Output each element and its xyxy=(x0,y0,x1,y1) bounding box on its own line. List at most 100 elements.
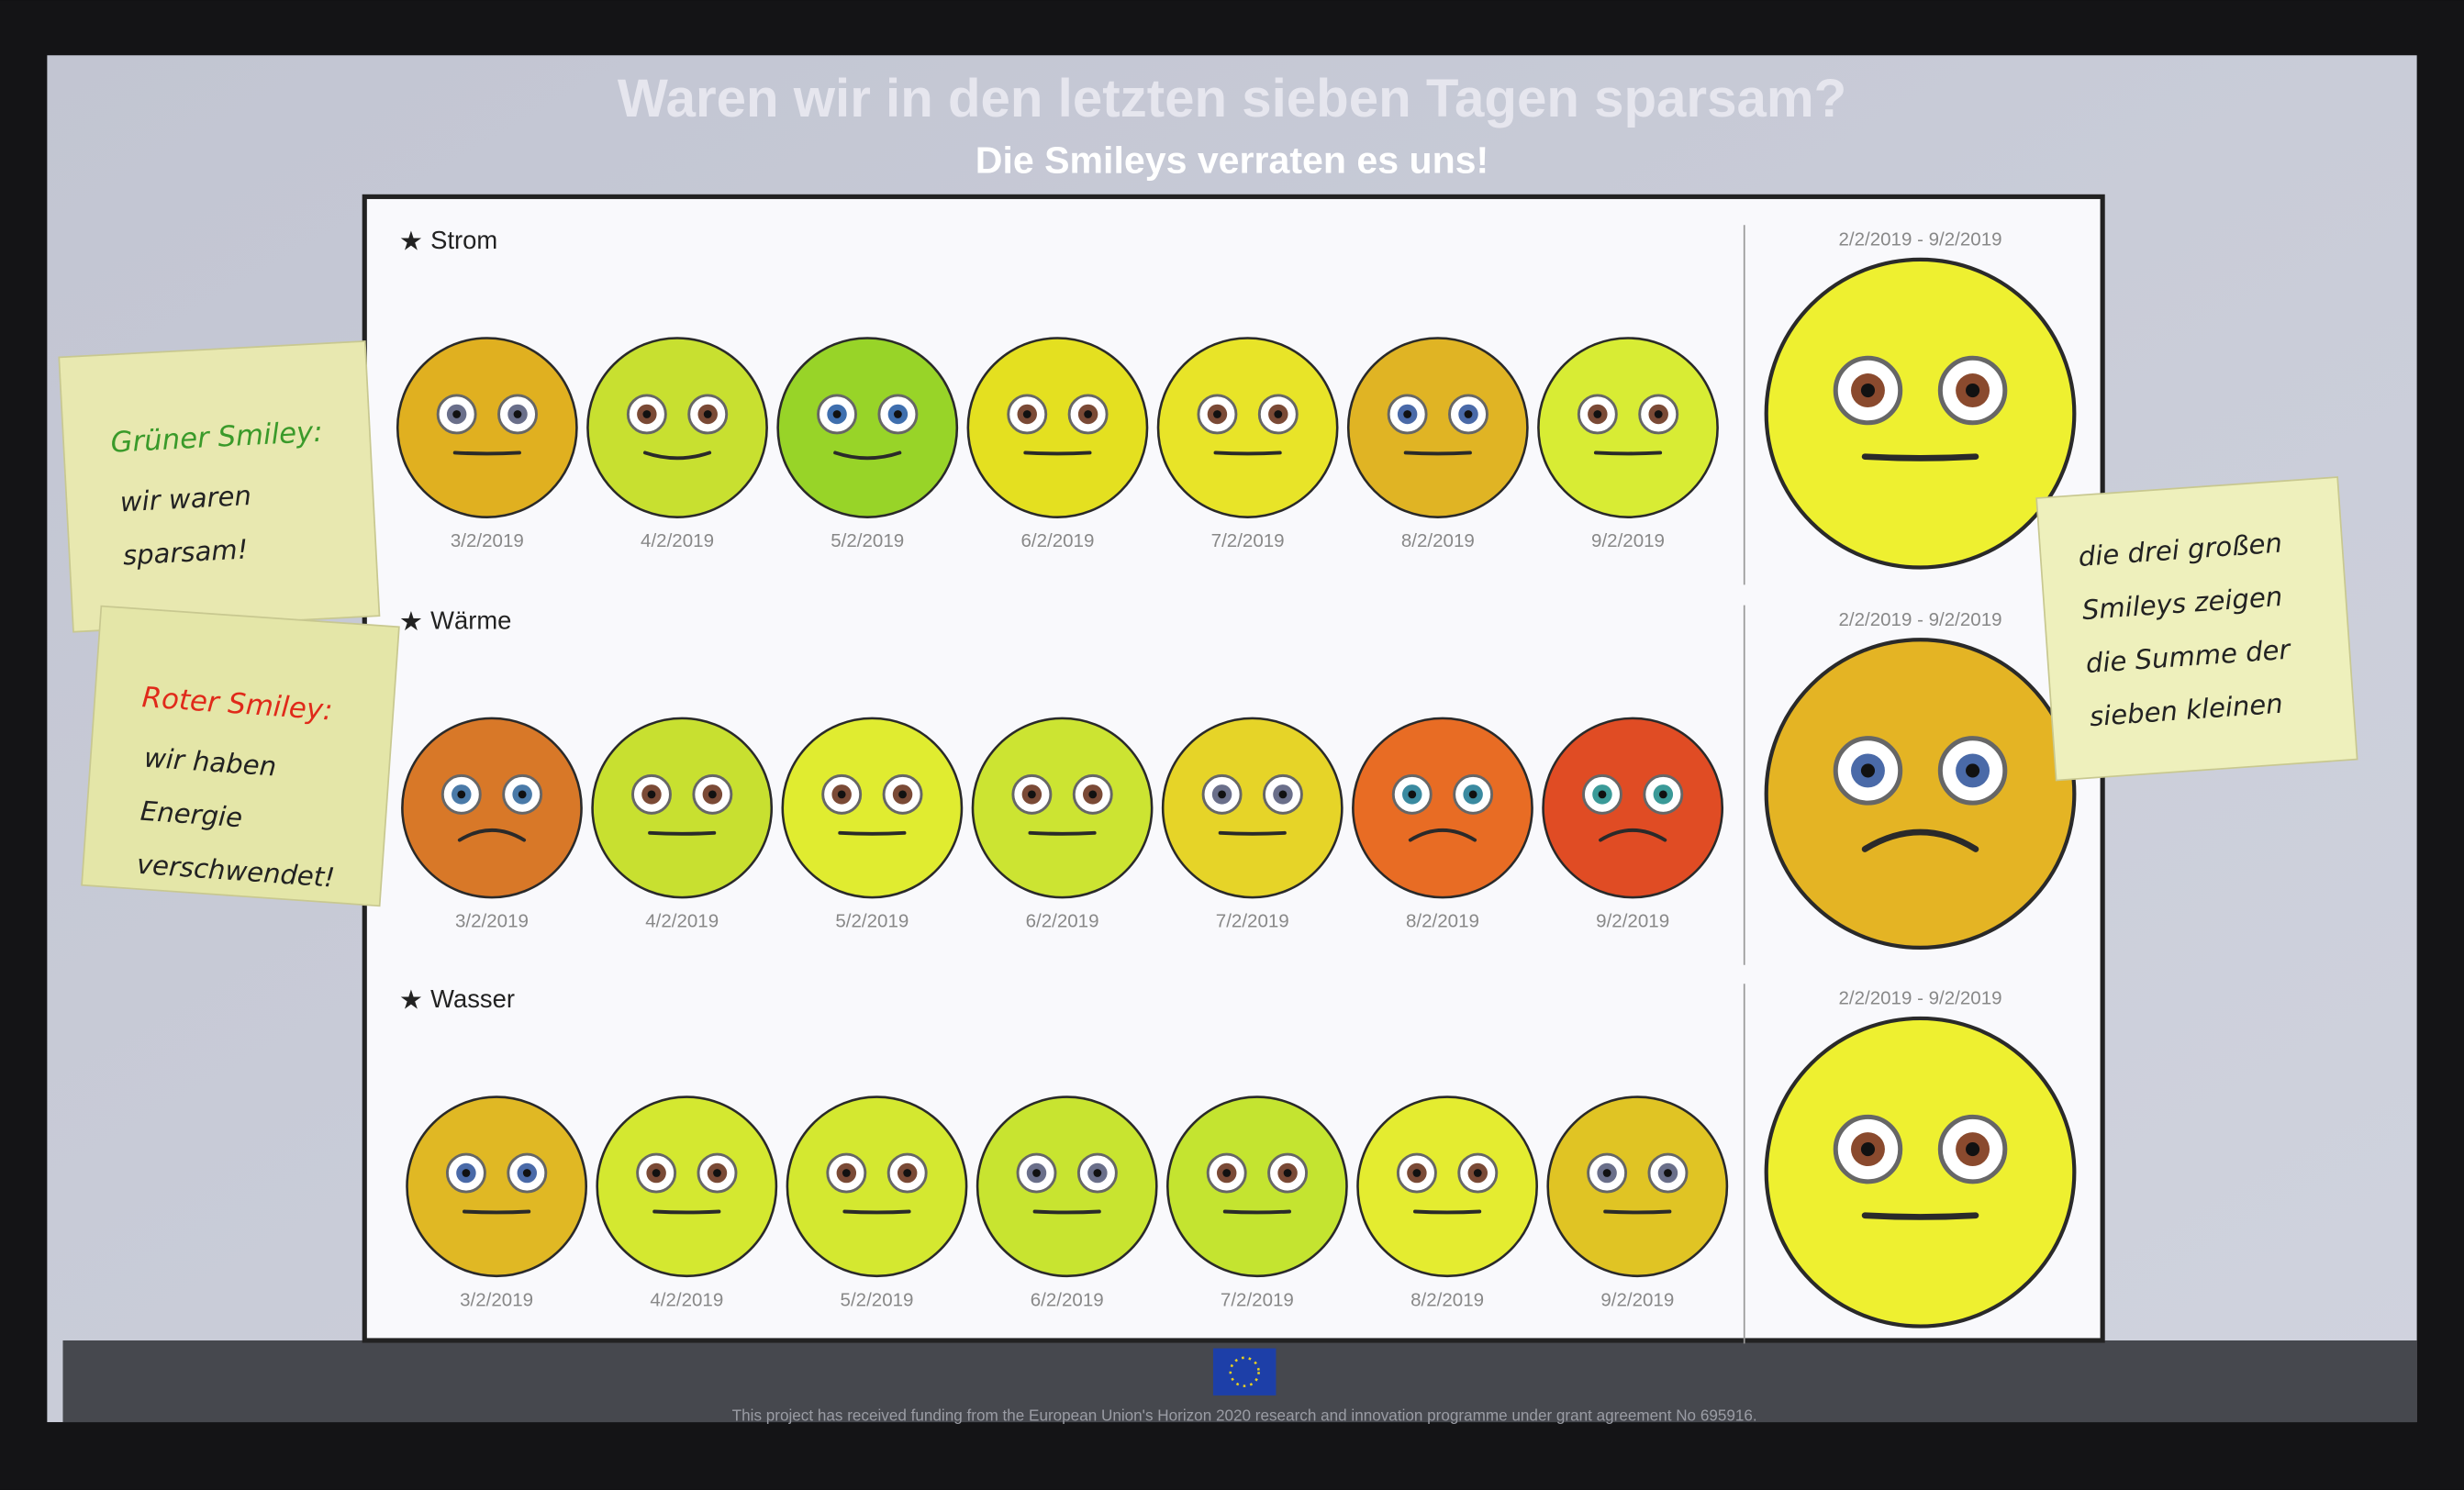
mouth xyxy=(1023,450,1092,456)
star: ★ xyxy=(399,228,423,257)
mouth xyxy=(842,1209,911,1215)
mouth xyxy=(648,830,717,836)
mouth xyxy=(1218,830,1287,836)
row-label: Wasser xyxy=(430,984,515,1013)
star: ★ xyxy=(399,607,423,637)
pupil xyxy=(903,1169,912,1177)
mouth xyxy=(1032,1209,1101,1215)
face xyxy=(406,1095,587,1278)
smiley xyxy=(1166,1095,1348,1278)
mouth xyxy=(1028,830,1097,836)
smiley xyxy=(786,1095,968,1278)
pupil xyxy=(652,1169,661,1177)
mouth xyxy=(1861,828,1979,852)
funding-text: This project has received funding from t… xyxy=(732,1407,1757,1424)
pupil xyxy=(1218,790,1226,799)
mouth xyxy=(1861,1212,1979,1220)
pupil xyxy=(1966,383,1980,398)
face xyxy=(586,337,768,518)
date-label: 5/2/2019 xyxy=(831,530,904,551)
smiley xyxy=(781,717,964,899)
mouth xyxy=(1861,453,1979,461)
smiley xyxy=(1537,337,1719,518)
note-line: Energie xyxy=(139,795,243,834)
date-label: 4/2/2019 xyxy=(650,1289,723,1310)
smiley xyxy=(1346,337,1529,518)
face xyxy=(396,337,578,518)
pupil xyxy=(1093,1169,1102,1177)
mouth xyxy=(1222,1209,1291,1215)
mouth xyxy=(652,1209,721,1215)
date-label: 4/2/2019 xyxy=(641,530,714,551)
mouth xyxy=(833,450,902,461)
title: Waren wir in den letzten sieben Tagen sp… xyxy=(618,69,1846,128)
pupil xyxy=(1027,790,1036,799)
date-label: 3/2/2019 xyxy=(455,911,529,932)
pupil xyxy=(894,410,902,418)
mouth xyxy=(1603,1209,1672,1215)
date-label: 7/2/2019 xyxy=(1221,1289,1294,1310)
date-label: 5/2/2019 xyxy=(841,1289,914,1310)
mouth xyxy=(642,450,712,461)
row-label: Strom xyxy=(430,226,497,254)
pupil xyxy=(832,410,842,418)
pupil xyxy=(1084,410,1093,418)
pupil xyxy=(1602,1169,1611,1177)
face xyxy=(1166,1095,1348,1278)
face xyxy=(1546,1095,1729,1278)
date-label: 6/2/2019 xyxy=(1026,911,1099,932)
pupil xyxy=(1464,410,1473,418)
date-label: 4/2/2019 xyxy=(645,911,719,932)
pupil xyxy=(513,410,522,418)
pupil xyxy=(708,790,717,799)
date-label: 8/2/2019 xyxy=(1401,530,1475,551)
mouth xyxy=(838,830,907,836)
smiley xyxy=(976,1095,1158,1278)
face xyxy=(971,717,1154,899)
range-label: 2/2/2019 - 9/2/2019 xyxy=(1838,228,2001,250)
pupil xyxy=(1403,410,1412,418)
row-label: Wärme xyxy=(430,606,511,634)
smiley xyxy=(1764,1016,2077,1329)
smiley xyxy=(1764,257,2077,570)
pupil xyxy=(1664,1169,1672,1177)
pupil xyxy=(1860,383,1876,398)
mouth xyxy=(1593,450,1663,456)
pupil xyxy=(518,790,527,799)
mouth xyxy=(1413,1209,1482,1215)
smiley xyxy=(401,717,583,899)
pupil xyxy=(1022,410,1031,418)
pupil xyxy=(1213,410,1221,418)
pupil xyxy=(452,410,462,418)
smiley xyxy=(586,337,768,518)
smiley xyxy=(971,717,1154,899)
pupil xyxy=(1966,763,1980,778)
smiley xyxy=(1356,1095,1538,1278)
pupil xyxy=(1032,1169,1041,1177)
face xyxy=(781,717,964,899)
smiley xyxy=(596,1095,778,1278)
date-label: 9/2/2019 xyxy=(1591,530,1665,551)
pupil xyxy=(837,790,846,799)
date-label: 7/2/2019 xyxy=(1216,911,1289,932)
face xyxy=(1352,717,1533,899)
pupil xyxy=(647,790,656,799)
smiley xyxy=(1156,337,1339,518)
pupil xyxy=(457,790,466,799)
date-label: 8/2/2019 xyxy=(1410,1289,1484,1310)
smiley xyxy=(1161,717,1343,899)
pupil xyxy=(1468,790,1477,799)
pupil xyxy=(1966,1142,1980,1157)
face xyxy=(1537,337,1719,518)
pupil xyxy=(713,1169,721,1177)
pupil xyxy=(522,1169,531,1177)
eu-stars xyxy=(1229,1356,1260,1387)
pupil xyxy=(462,1169,471,1177)
face xyxy=(1356,1095,1538,1278)
mouth xyxy=(1403,450,1472,456)
smiley xyxy=(406,1095,587,1278)
